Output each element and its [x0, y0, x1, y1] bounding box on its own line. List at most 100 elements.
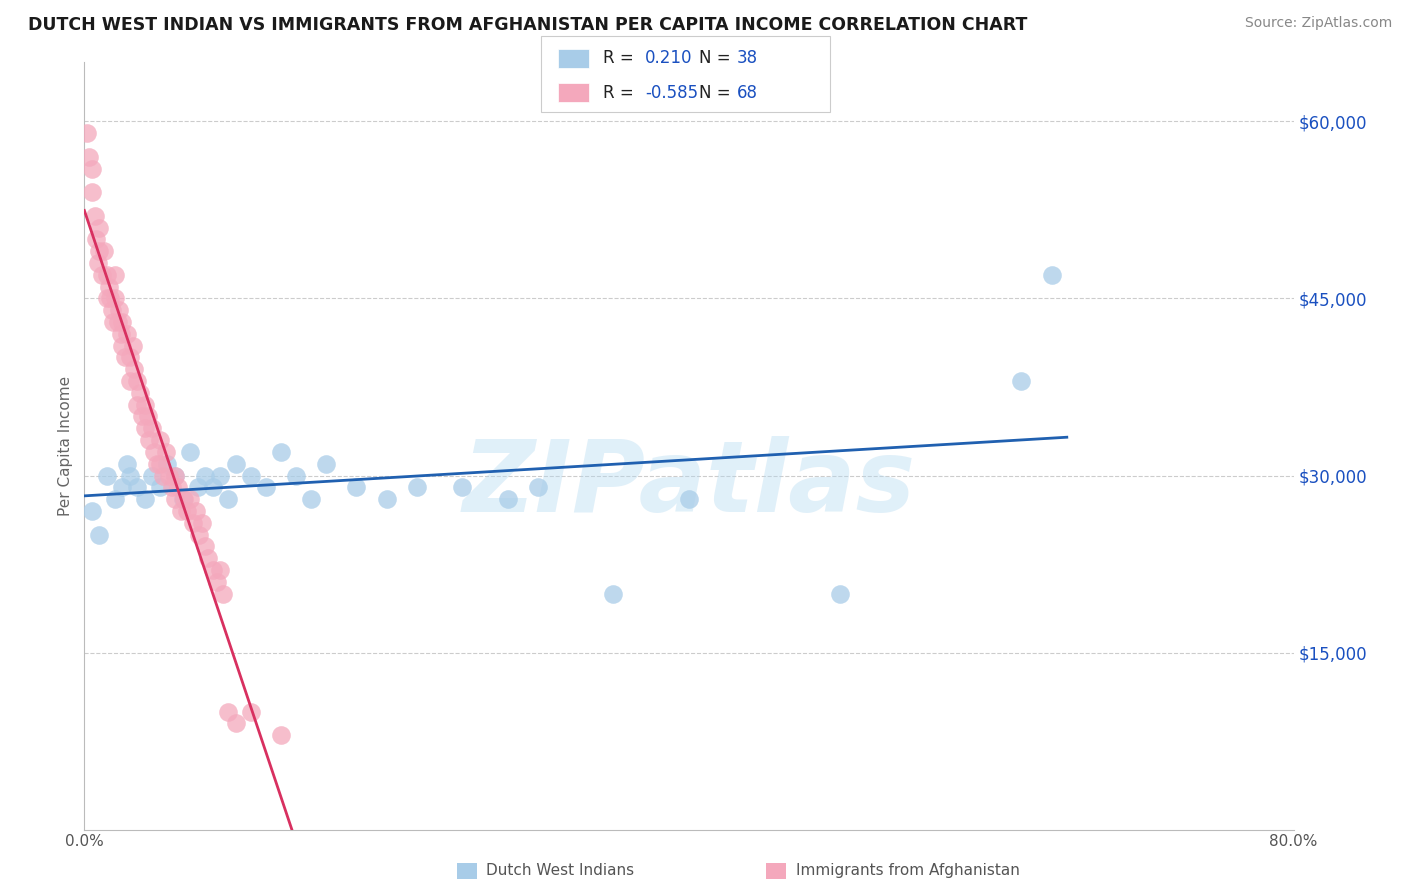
Point — [134, 421, 156, 435]
Point — [179, 492, 201, 507]
Point — [91, 268, 114, 282]
Point — [96, 292, 118, 306]
Text: DUTCH WEST INDIAN VS IMMIGRANTS FROM AFGHANISTAN PER CAPITA INCOME CORRELATION C: DUTCH WEST INDIAN VS IMMIGRANTS FROM AFG… — [28, 16, 1028, 34]
Point — [157, 468, 180, 483]
Point — [89, 244, 111, 259]
Point — [115, 326, 138, 341]
Text: -0.585: -0.585 — [645, 84, 699, 102]
Text: 38: 38 — [737, 49, 758, 68]
Point — [201, 563, 224, 577]
Point — [201, 480, 224, 494]
Point — [111, 339, 134, 353]
Point — [197, 551, 219, 566]
Point — [602, 586, 624, 600]
Point — [315, 457, 337, 471]
Point — [134, 398, 156, 412]
Point — [375, 492, 398, 507]
Point — [118, 374, 141, 388]
Point — [122, 362, 145, 376]
Point — [188, 527, 211, 541]
Point — [1011, 374, 1033, 388]
Point — [121, 339, 143, 353]
Point — [77, 150, 100, 164]
Point — [98, 292, 121, 306]
Point — [165, 468, 187, 483]
Point — [149, 457, 172, 471]
Text: 0.210: 0.210 — [645, 49, 693, 68]
Point — [110, 326, 132, 341]
Point — [155, 445, 177, 459]
Point — [100, 303, 122, 318]
Point — [118, 468, 141, 483]
Text: 68: 68 — [737, 84, 758, 102]
Point — [129, 385, 152, 400]
Point — [146, 457, 169, 471]
Point — [134, 492, 156, 507]
Point — [176, 504, 198, 518]
Point — [285, 468, 308, 483]
Text: N =: N = — [699, 84, 735, 102]
Point — [167, 480, 190, 494]
Point — [80, 161, 103, 176]
Point — [84, 209, 107, 223]
Point — [114, 351, 136, 365]
Point — [97, 279, 120, 293]
Point — [127, 374, 149, 388]
Point — [96, 268, 118, 282]
Point — [141, 421, 163, 435]
Point — [187, 480, 209, 494]
Point — [104, 492, 127, 507]
Point — [239, 705, 262, 719]
Point — [186, 504, 208, 518]
Point — [131, 409, 153, 424]
Point — [179, 445, 201, 459]
Point — [115, 457, 138, 471]
Point — [101, 315, 124, 329]
Point — [170, 504, 193, 518]
Point — [239, 468, 262, 483]
Point — [127, 398, 149, 412]
Point — [1040, 268, 1063, 282]
Point — [209, 563, 232, 577]
Point — [111, 480, 134, 494]
Text: Immigrants from Afghanistan: Immigrants from Afghanistan — [796, 863, 1019, 878]
Point — [172, 492, 194, 507]
Point — [165, 492, 187, 507]
Point — [165, 468, 187, 483]
Point — [209, 468, 232, 483]
Point — [194, 539, 217, 553]
Point — [107, 315, 129, 329]
Point — [111, 315, 134, 329]
Point — [270, 728, 292, 742]
Point — [141, 468, 163, 483]
Point — [80, 186, 103, 200]
Point — [108, 303, 131, 318]
Point — [678, 492, 700, 507]
Text: N =: N = — [699, 49, 735, 68]
Point — [173, 492, 195, 507]
Point — [93, 244, 115, 259]
Point — [136, 409, 159, 424]
Point — [212, 586, 235, 600]
Point — [104, 292, 127, 306]
Y-axis label: Per Capita Income: Per Capita Income — [58, 376, 73, 516]
Point — [118, 351, 141, 365]
Text: R =: R = — [603, 84, 640, 102]
Point — [217, 705, 239, 719]
Point — [181, 516, 204, 530]
Text: R =: R = — [603, 49, 640, 68]
Point — [142, 445, 165, 459]
Point — [86, 232, 108, 246]
Point — [270, 445, 292, 459]
Point — [160, 480, 183, 494]
Point — [496, 492, 519, 507]
Text: ZIPatlas: ZIPatlas — [463, 436, 915, 533]
Point — [104, 268, 127, 282]
Point — [89, 220, 111, 235]
Point — [225, 457, 247, 471]
Point — [87, 256, 110, 270]
Point — [527, 480, 550, 494]
Point — [138, 433, 160, 447]
Text: Dutch West Indians: Dutch West Indians — [486, 863, 634, 878]
Point — [207, 574, 229, 589]
